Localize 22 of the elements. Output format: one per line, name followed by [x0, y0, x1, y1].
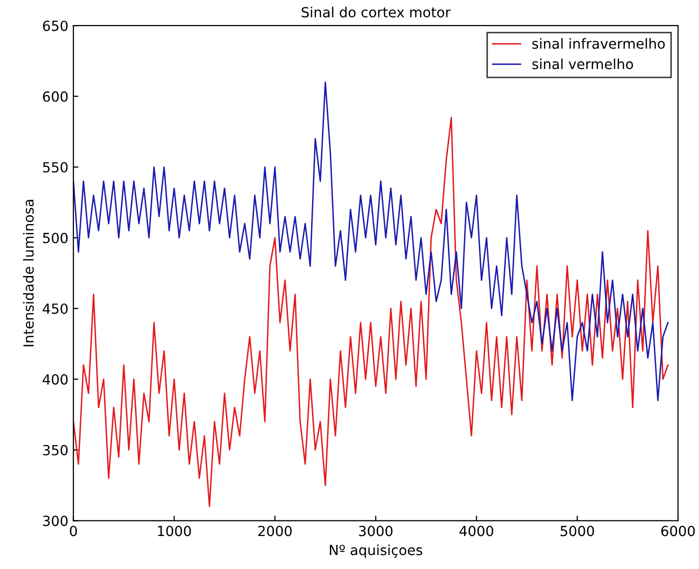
chart-title: Sinal do cortex motor	[302, 6, 451, 18]
legend-label: sinal infravermelho	[532, 38, 665, 49]
x-tick-label: 5000	[560, 526, 594, 536]
y-tick-label: 450	[42, 303, 68, 314]
y-tick-label: 650	[42, 20, 68, 32]
y-tick-label: 350	[43, 444, 68, 456]
line-series	[73, 116, 669, 508]
y-tick-label: 400	[42, 374, 68, 385]
y-tick-label: 600	[42, 91, 68, 102]
x-tick-label: 4000	[459, 526, 494, 536]
legend-label: sinal vermelho	[532, 58, 633, 70]
y-axis-title: Intensidade luminosa	[23, 200, 34, 346]
y-tick-label: 550	[43, 162, 68, 173]
line-series	[73, 81, 669, 402]
y-tick-label: 300	[43, 516, 68, 526]
x-tick-label: 2000	[258, 526, 292, 536]
x-tick-label: 3000	[359, 526, 392, 536]
x-tick-label: 1000	[158, 526, 191, 536]
x-axis-title: Nº aquisiçoes	[330, 544, 422, 558]
x-tick-label: 0	[70, 526, 77, 536]
y-tick-label: 500	[43, 232, 68, 244]
x-tick-label: 6000	[661, 526, 695, 536]
